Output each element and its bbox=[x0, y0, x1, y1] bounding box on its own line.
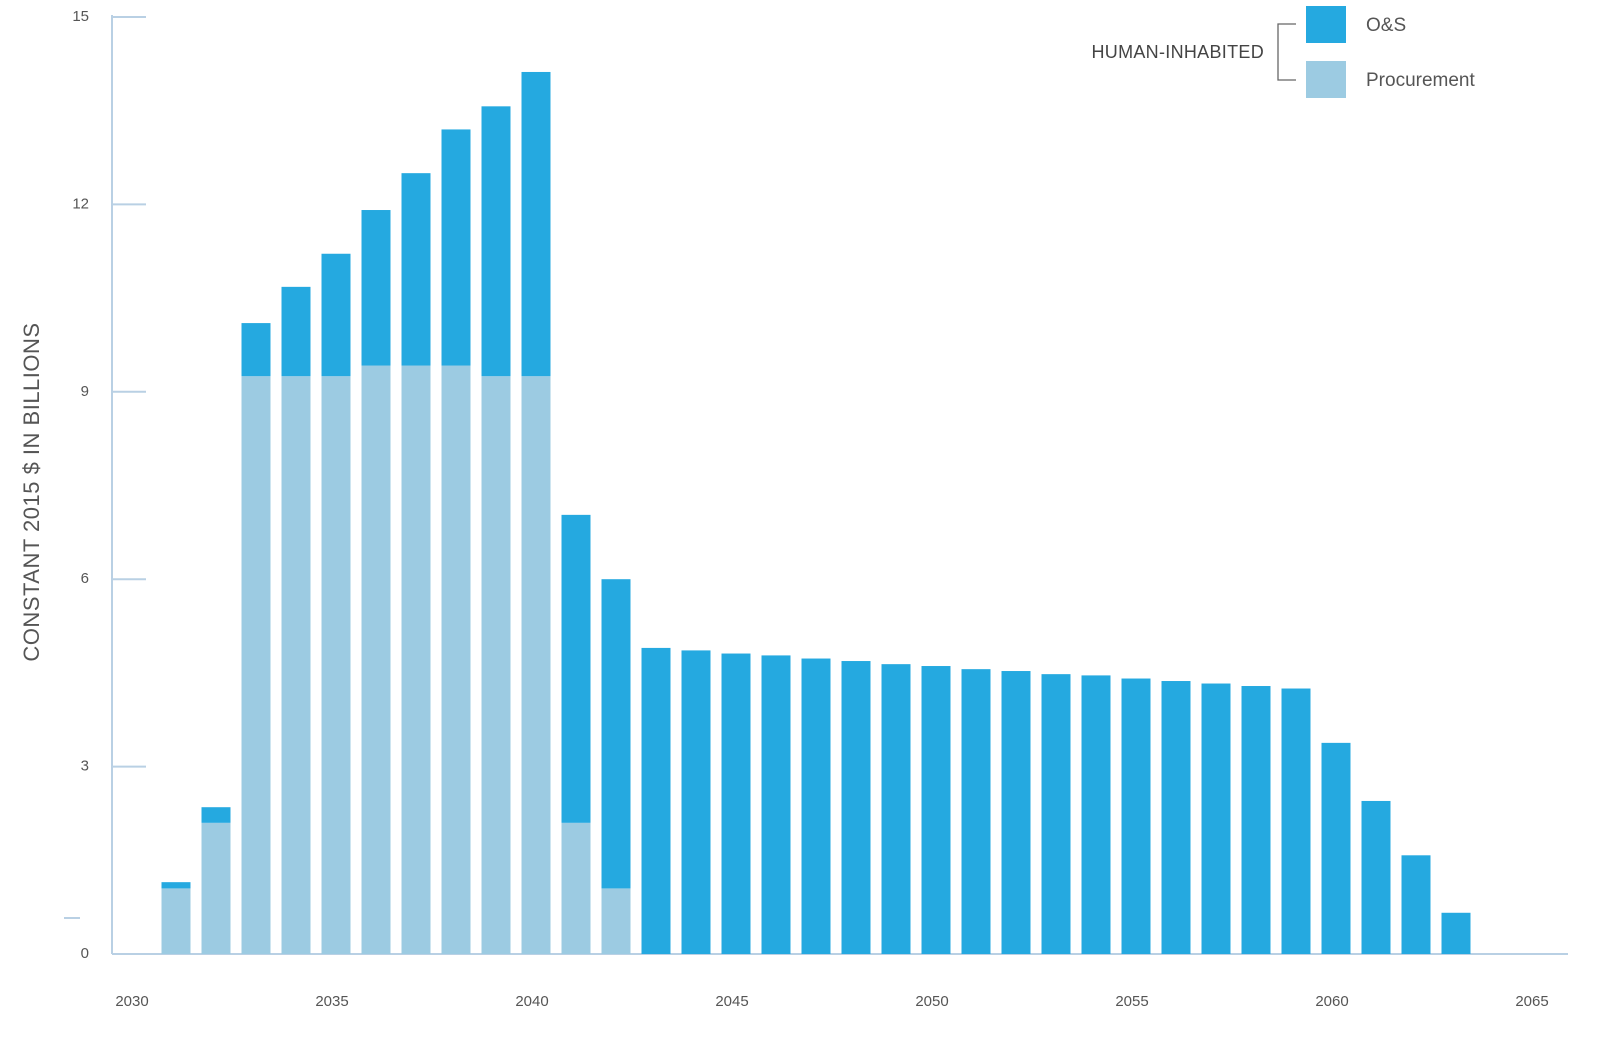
bar-os-2036 bbox=[361, 210, 391, 366]
x-tick-label: 2065 bbox=[1515, 993, 1548, 1010]
bar-os-2057 bbox=[1201, 683, 1231, 954]
bar-os-2039 bbox=[481, 106, 511, 377]
bar-procurement-2035 bbox=[321, 376, 351, 954]
bar-procurement-2034 bbox=[281, 376, 311, 954]
bar-os-2032 bbox=[201, 807, 231, 823]
y-ticks: 0 3 6 9 12 15 bbox=[72, 8, 146, 962]
x-tick-label: 2050 bbox=[915, 993, 948, 1010]
x-tick-label: 2045 bbox=[715, 993, 748, 1010]
bar-os-2048 bbox=[841, 661, 871, 954]
legend-swatch-procurement bbox=[1306, 61, 1346, 98]
bar-procurement-2032 bbox=[201, 822, 231, 954]
bar-os-2062 bbox=[1401, 855, 1431, 954]
x-tick-label: 2030 bbox=[115, 993, 148, 1010]
bar-os-2054 bbox=[1081, 675, 1111, 954]
bar-procurement-2033 bbox=[241, 376, 271, 954]
bar-os-2060 bbox=[1321, 742, 1351, 954]
bar-os-2052 bbox=[1001, 671, 1031, 954]
y-tick-label: 6 bbox=[81, 570, 89, 587]
bar-os-2033 bbox=[241, 323, 271, 377]
bar-os-2043 bbox=[641, 647, 671, 954]
bar-os-2058 bbox=[1241, 686, 1271, 954]
y-tick-label: 12 bbox=[72, 195, 89, 212]
y-tick-label: 0 bbox=[81, 945, 89, 962]
bar-os-2047 bbox=[801, 658, 831, 954]
bar-os-2050 bbox=[921, 666, 951, 954]
x-tick-label: 2035 bbox=[315, 993, 348, 1010]
x-tick-label: 2040 bbox=[515, 993, 548, 1010]
bar-os-2053 bbox=[1041, 674, 1071, 954]
bar-procurement-2037 bbox=[401, 365, 431, 955]
bar-os-2055 bbox=[1121, 678, 1151, 954]
bar-os-2056 bbox=[1161, 681, 1191, 954]
bar-os-2061 bbox=[1361, 800, 1391, 954]
bar-os-2049 bbox=[881, 664, 911, 954]
bar-os-2051 bbox=[961, 669, 991, 954]
bar-os-2041 bbox=[561, 514, 591, 823]
legend-group-label: HUMAN-INHABITED bbox=[1091, 42, 1264, 62]
bar-os-2034 bbox=[281, 286, 311, 377]
bar-procurement-2036 bbox=[361, 365, 391, 955]
legend-label-os: O&S bbox=[1366, 15, 1406, 36]
x-tick-label: 2055 bbox=[1115, 993, 1148, 1010]
bar-os-2031 bbox=[161, 882, 191, 889]
bar-os-2044 bbox=[681, 650, 711, 954]
y-tick-label: 9 bbox=[81, 383, 89, 400]
bar-procurement-2038 bbox=[441, 365, 471, 955]
legend-label-procurement: Procurement bbox=[1366, 70, 1475, 91]
bar-os-2059 bbox=[1281, 688, 1311, 954]
x-tick-label: 2060 bbox=[1315, 993, 1348, 1010]
bar-os-2040 bbox=[521, 71, 551, 377]
y-tick-label: 3 bbox=[81, 758, 89, 775]
bar-os-2046 bbox=[761, 655, 791, 954]
bar-procurement-2041 bbox=[561, 822, 591, 954]
x-ticks: 2030 2035 2040 2045 2050 2055 2060 2065 bbox=[115, 993, 1548, 1010]
bar-os-2035 bbox=[321, 253, 351, 377]
bar-os-2045 bbox=[721, 653, 751, 954]
bar-os-2063 bbox=[1441, 912, 1471, 954]
bar-procurement-2040 bbox=[521, 376, 551, 954]
legend-swatch-os bbox=[1306, 6, 1346, 43]
bar-os-2042 bbox=[601, 579, 631, 889]
y-tick-label: 15 bbox=[72, 8, 89, 25]
legend-bracket bbox=[1277, 23, 1296, 81]
y-axis-label: CONSTANT 2015 $ IN BILLIONS bbox=[19, 322, 44, 661]
bar-procurement-2042 bbox=[601, 888, 631, 954]
bar-os-2038 bbox=[441, 129, 471, 366]
bars bbox=[161, 71, 1471, 955]
bar-os-2037 bbox=[401, 173, 431, 366]
bar-procurement-2031 bbox=[161, 888, 191, 954]
bar-procurement-2039 bbox=[481, 376, 511, 954]
legend: HUMAN-INHABITED O&S Procurement bbox=[1091, 6, 1475, 98]
